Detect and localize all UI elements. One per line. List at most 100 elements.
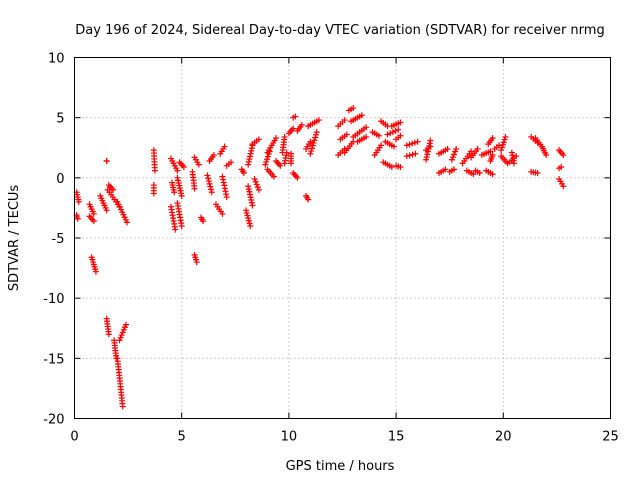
data-point [247,153,254,160]
x-tick-label: 15 [388,430,405,445]
data-point [294,174,301,181]
data-point [264,156,271,163]
data-point [206,180,213,187]
data-point [246,188,253,195]
data-point [311,137,318,144]
data-point [277,162,284,169]
data-point [221,185,228,192]
data-point [120,326,127,333]
data-point [249,202,256,209]
data-point [502,133,509,140]
data-point [247,222,254,229]
data-point [487,148,494,155]
data-point [200,218,207,225]
data-point [307,138,314,145]
data-point [388,164,395,171]
data-point [513,153,520,160]
data-point [343,131,350,138]
data-point [442,166,449,173]
x-tick-label: 10 [281,430,298,445]
data-point [228,159,235,166]
data-point [174,167,181,174]
data-point [204,172,211,179]
grid-lines [74,57,611,419]
y-tick-label: -10 [43,292,64,307]
data-point [263,158,270,165]
data-point [310,139,317,146]
data-point [511,160,518,167]
data-point [423,154,430,161]
chart-title: Day 196 of 2024, Sidereal Day-to-day VTE… [75,23,604,38]
data-point [499,144,506,151]
data-point [90,210,97,217]
data-point [193,259,200,266]
data-point [243,209,250,216]
data-point [240,170,247,177]
data-point [397,119,404,126]
data-point [312,131,319,138]
axis-ticks: 0 5 10 15 20 25 -20 -15 -10 -5 0 5 10 [43,52,619,445]
data-point [375,132,382,139]
data-point [358,112,365,119]
data-point [414,138,421,145]
data-point [363,133,370,140]
data-point [255,186,262,193]
data-point [243,207,250,214]
data-point [247,194,254,201]
data-point [449,154,456,161]
data-point [450,166,457,173]
data-point [262,161,269,168]
x-tick-label: 5 [178,430,186,445]
data-point [253,181,260,188]
data-point [427,137,434,144]
data-point [195,161,202,168]
data-point [424,151,431,158]
plot-frame [74,57,611,419]
data-point [489,171,496,178]
data-point [270,173,277,180]
data-point [427,143,434,150]
data-point [489,151,496,158]
y-tick-label: 5 [56,112,64,127]
data-point [307,150,314,157]
data-point [395,126,402,133]
data-point [251,176,258,183]
data-point [426,140,433,147]
data-point [90,218,97,225]
data-point [121,324,128,331]
data-point [223,194,230,201]
data-point [411,139,418,146]
data-point [117,334,124,341]
data-point [180,164,187,171]
data-point [444,145,451,152]
data-point [244,212,251,219]
data-point [208,186,215,193]
data-point [474,145,481,152]
data-point [489,135,496,142]
data-point [119,329,126,336]
data-point [248,145,255,152]
data-point [223,191,230,198]
x-tick-label: 0 [70,430,78,445]
data-point [290,125,297,132]
data-point [392,127,399,134]
data-point [178,222,185,229]
data-points [73,105,567,410]
data-point [406,152,413,159]
data-point [389,129,396,136]
data-point [92,268,99,275]
data-point [103,207,110,214]
data-point [470,171,477,178]
data-point [245,183,252,190]
data-point [378,142,385,149]
data-point [254,184,261,191]
data-point [124,219,131,226]
data-point [409,140,416,147]
data-point [501,136,508,143]
data-point [543,151,550,158]
data-point [312,134,319,141]
data-point [341,117,348,124]
y-axis-label: SDTVAR / TECUs [7,185,22,292]
data-point [534,170,541,177]
